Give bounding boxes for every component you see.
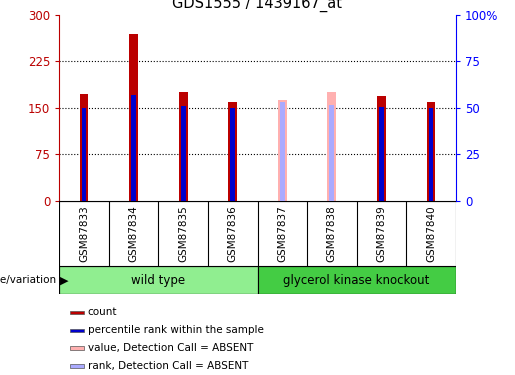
Text: percentile rank within the sample: percentile rank within the sample: [88, 325, 264, 335]
Bar: [179, 92, 187, 201]
Bar: [81, 108, 87, 201]
Text: glycerol kinase knockout: glycerol kinase knockout: [283, 274, 430, 287]
Bar: [129, 34, 138, 201]
Bar: [280, 102, 285, 201]
Text: GSM87838: GSM87838: [327, 205, 337, 262]
Text: value, Detection Call = ABSENT: value, Detection Call = ABSENT: [88, 343, 253, 353]
Bar: [278, 100, 287, 201]
Bar: [379, 106, 384, 201]
Bar: [70, 328, 84, 332]
Bar: [428, 108, 434, 201]
Text: wild type: wild type: [131, 274, 185, 287]
Bar: [181, 106, 185, 201]
Bar: [70, 311, 84, 314]
Text: genotype/variation: genotype/variation: [0, 275, 57, 285]
Bar: [79, 94, 89, 201]
Bar: [70, 364, 84, 368]
Text: GSM87837: GSM87837: [277, 205, 287, 262]
Title: GDS1555 / 1439167_at: GDS1555 / 1439167_at: [173, 0, 342, 12]
Text: GSM87833: GSM87833: [79, 205, 89, 262]
Bar: [228, 102, 237, 201]
Bar: [59, 266, 258, 294]
Text: GSM87840: GSM87840: [426, 205, 436, 262]
Bar: [330, 105, 334, 201]
Text: GSM87834: GSM87834: [129, 205, 139, 262]
Text: ▶: ▶: [60, 275, 69, 285]
Text: rank, Detection Call = ABSENT: rank, Detection Call = ABSENT: [88, 360, 248, 370]
Text: GSM87839: GSM87839: [376, 205, 386, 262]
Text: GSM87836: GSM87836: [228, 205, 238, 262]
Bar: [377, 96, 386, 201]
Bar: [328, 92, 336, 201]
Bar: [258, 266, 456, 294]
Bar: [426, 102, 436, 201]
Text: GSM87835: GSM87835: [178, 205, 188, 262]
Bar: [131, 96, 136, 201]
Bar: [230, 108, 235, 201]
Text: count: count: [88, 307, 117, 317]
Bar: [70, 346, 84, 350]
